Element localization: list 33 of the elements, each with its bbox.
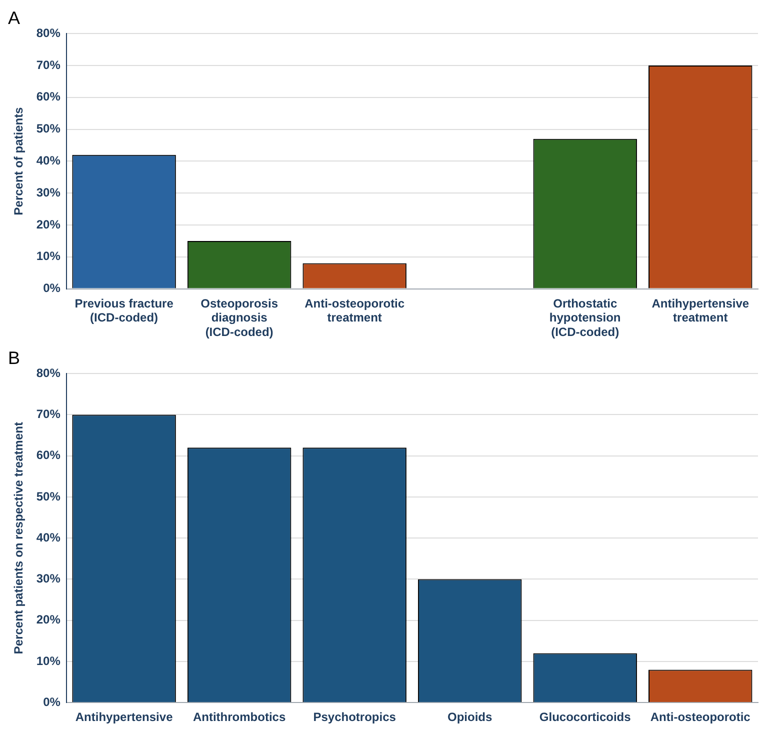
- x-tick-label: Antihypertensive treatment: [652, 296, 750, 325]
- y-tick-label: 0%: [43, 694, 61, 709]
- y-tick-label: 50%: [36, 122, 61, 136]
- chart-title: A: [8, 8, 20, 28]
- y-tick-label: 20%: [36, 612, 61, 627]
- y-tick-label: 80%: [36, 366, 61, 380]
- x-tick-label: Orthostatic hypotension (ICD-coded): [549, 296, 621, 340]
- y-tick-label: 10%: [36, 249, 61, 264]
- chart-title: B: [8, 348, 20, 368]
- y-tick-label: 60%: [36, 448, 61, 462]
- y-tick-label: 60%: [36, 90, 61, 104]
- y-tick-label: 40%: [36, 530, 61, 544]
- y-tick-label: 10%: [36, 654, 61, 668]
- x-tick-label: Antithrombotics: [192, 710, 286, 724]
- y-tick-label: 0%: [43, 281, 61, 296]
- x-tick-label: Antihypertensive: [75, 710, 174, 724]
- y-tick-label: 80%: [36, 26, 61, 40]
- x-tick-label: Opioids: [448, 710, 492, 724]
- x-tick-label: Osteoporosis diagnosis (ICD-coded): [200, 296, 278, 340]
- y-tick-label: 50%: [36, 489, 61, 504]
- x-tick-label: Previous fracture (ICD-coded): [74, 296, 174, 325]
- y-tick-label: 40%: [36, 154, 61, 168]
- x-tick-label: Anti-osteoporotic treatment: [304, 296, 405, 325]
- y-axis-title: Percent patients on respective treatment: [12, 422, 26, 654]
- y-tick-label: 70%: [36, 407, 61, 422]
- y-tick-label: 30%: [36, 185, 61, 200]
- y-axis-title: Percent of patients: [12, 106, 26, 216]
- y-tick-label: 30%: [36, 572, 61, 586]
- x-tick-label: Psychotropics: [313, 710, 396, 724]
- y-tick-label: 70%: [36, 58, 61, 72]
- x-tick-label: Glucocorticoids: [539, 710, 632, 724]
- x-tick-label: Anti-osteoporotic: [650, 710, 751, 724]
- y-tick-label: 20%: [36, 217, 61, 232]
